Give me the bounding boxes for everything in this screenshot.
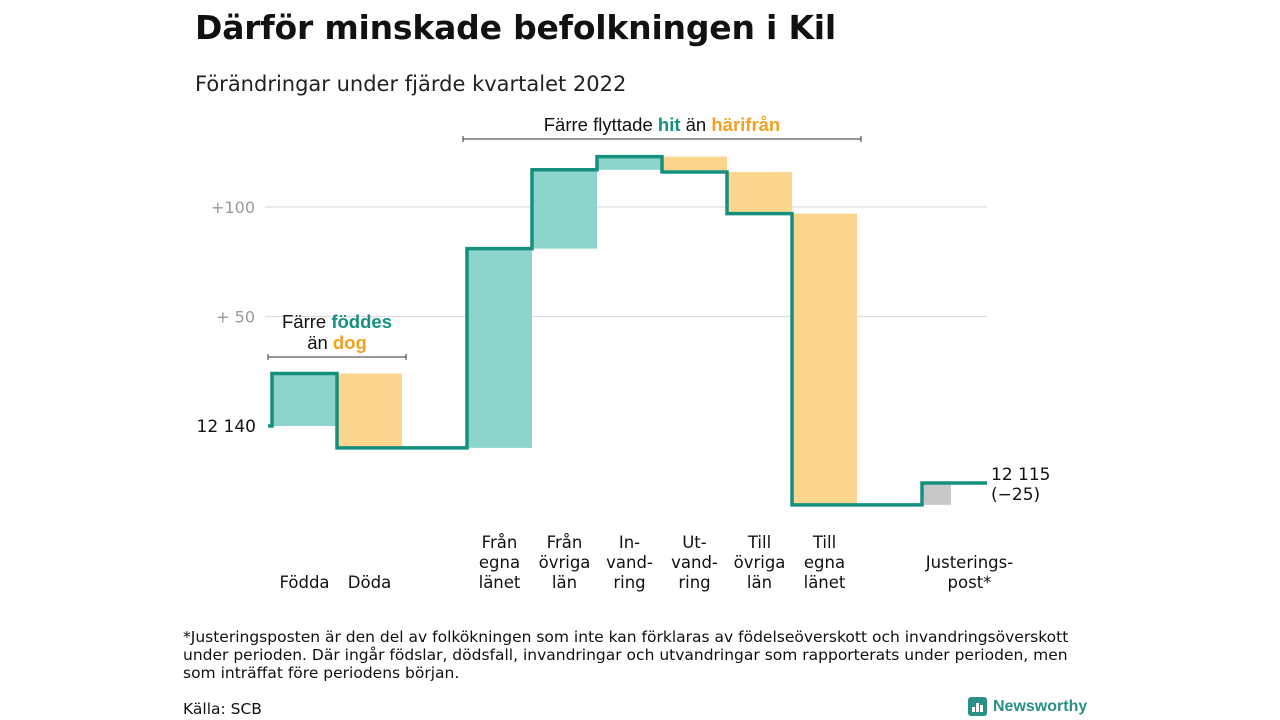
end-value-label: 12 115: [991, 465, 1050, 485]
bar-3: [532, 169, 597, 249]
bar-6: [727, 171, 792, 214]
bar-0: [272, 373, 337, 426]
bar-chart-icon: [968, 697, 987, 716]
bar-4: [597, 156, 662, 170]
category-label-4: In-vand-ring: [606, 533, 653, 592]
category-label-8: Justerings-post*: [925, 553, 1013, 592]
bar-5: [662, 156, 727, 172]
y-tick-label-1: + 50: [216, 308, 255, 327]
brand-name: Newsworthy: [993, 697, 1088, 715]
chart-title: Därför minskade befolkningen i Kil: [195, 8, 837, 47]
step-line: [268, 154, 987, 507]
annotation-0-line-0: Färre föddes: [282, 311, 392, 332]
source-label: Källa: SCB: [183, 700, 262, 718]
category-label-5: Ut-vand-ring: [671, 533, 718, 592]
end-change-label: (−25): [991, 485, 1040, 505]
category-label-2: Från egna länet: [479, 533, 521, 592]
start-value-label: 12 140: [197, 417, 256, 437]
bar-7: [792, 213, 857, 505]
bar-8: [923, 482, 951, 505]
category-label-1: Döda: [348, 573, 391, 592]
bar-1: [337, 373, 402, 448]
bar-2: [467, 248, 532, 448]
category-label-0: Födda: [279, 573, 329, 592]
category-label-3: Från övriga län: [539, 533, 591, 592]
footnote: *Justeringsposten är den del av folkökni…: [183, 628, 1069, 682]
category-label-7: Till egna länet: [804, 533, 846, 592]
y-tick-label-0: +100: [211, 198, 255, 217]
waterfall-chart: +100 + 50 12 140 12 115(−25) Födda Döda Från eg…: [197, 114, 1051, 592]
newsworthy-logo[interactable]: Newsworthy: [968, 697, 1087, 716]
chart-subtitle: Förändringar under fjärde kvartalet 2022: [195, 72, 627, 96]
annotation-0-line-1: än dog: [307, 332, 367, 353]
category-label-6: Till övriga län: [734, 533, 786, 592]
annotation-1-line-0: Färre flyttade hit än härifrån: [544, 114, 781, 135]
